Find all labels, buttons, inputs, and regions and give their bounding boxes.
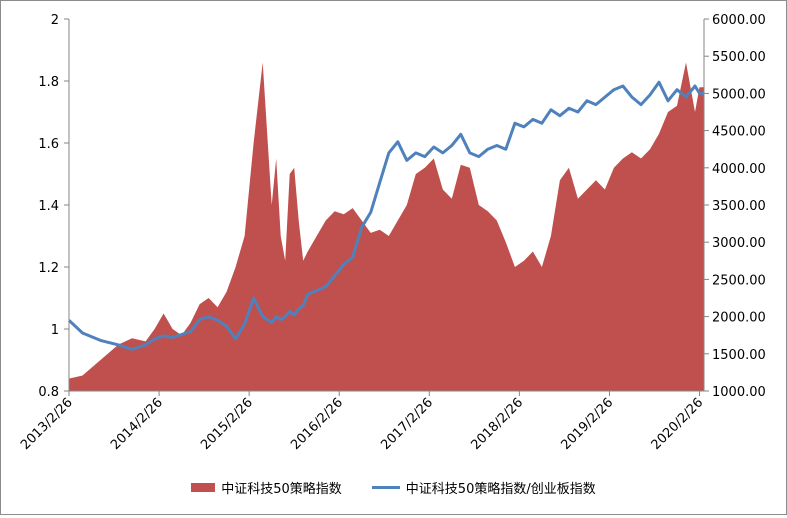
x-tick-label: 2013/2/26 xyxy=(18,395,76,453)
right-tick-label: 5000.00 xyxy=(712,87,766,102)
right-tick-label: 3500.00 xyxy=(712,199,766,214)
left-tick-label: 1 xyxy=(51,323,59,338)
right-tick-label: 2000.00 xyxy=(712,311,766,326)
legend-label-area: 中证科技50策略指数 xyxy=(221,482,342,497)
right-tick-label: 3000.00 xyxy=(712,236,766,251)
left-tick-label: 1.2 xyxy=(38,261,59,276)
legend-item-area: 中证科技50策略指数 xyxy=(191,478,342,497)
x-tick-label: 2015/2/26 xyxy=(198,395,256,453)
x-tick-label: 2018/2/26 xyxy=(468,395,526,453)
right-tick-label: 1500.00 xyxy=(712,348,766,363)
left-tick-labels: 0.8 1 1.2 1.4 1.6 1.8 2 xyxy=(38,13,59,400)
line-layer xyxy=(67,80,704,351)
x-tick-label: 2020/2/26 xyxy=(649,395,707,453)
left-tick-label: 2 xyxy=(51,13,59,28)
right-tick-label: 6000.00 xyxy=(712,13,766,28)
legend-item-line: 中证科技50策略指数/创业板指数 xyxy=(371,478,596,497)
x-tick-labels: 2013/2/26 2014/2/26 2015/2/26 2016/2/26 2017… xyxy=(18,395,706,453)
left-tick-label: 0.8 xyxy=(38,385,59,400)
area-series-tech50 xyxy=(69,62,704,392)
area-layer xyxy=(69,62,704,392)
right-tick-label: 1000.00 xyxy=(712,385,766,400)
legend-label-line: 中证科技50策略指数/创业板指数 xyxy=(405,482,596,497)
left-tick-label: 1.8 xyxy=(38,75,59,90)
x-tick-label: 2017/2/26 xyxy=(378,395,436,453)
right-tick-label: 4500.00 xyxy=(712,125,766,140)
left-tick-label: 1.6 xyxy=(38,137,59,152)
legend: 中证科技50策略指数 中证科技50策略指数/创业板指数 xyxy=(0,478,787,497)
legend-swatch-area xyxy=(191,483,216,492)
x-tick-label: 2019/2/26 xyxy=(559,395,617,453)
legend-swatch-line xyxy=(371,486,400,489)
left-tick-label: 1.4 xyxy=(38,199,59,214)
axis-layer xyxy=(64,18,709,396)
right-tick-label: 5500.00 xyxy=(712,50,766,65)
right-tick-labels: 1000.00 1500.00 2000.00 2500.00 3000.00 3500.… xyxy=(712,13,766,400)
line-series-ratio xyxy=(67,80,704,351)
right-tick-label: 2500.00 xyxy=(712,273,766,288)
right-tick-label: 4000.00 xyxy=(712,162,766,177)
x-tick-label: 2014/2/26 xyxy=(108,395,166,453)
x-tick-label: 2016/2/26 xyxy=(288,395,346,453)
